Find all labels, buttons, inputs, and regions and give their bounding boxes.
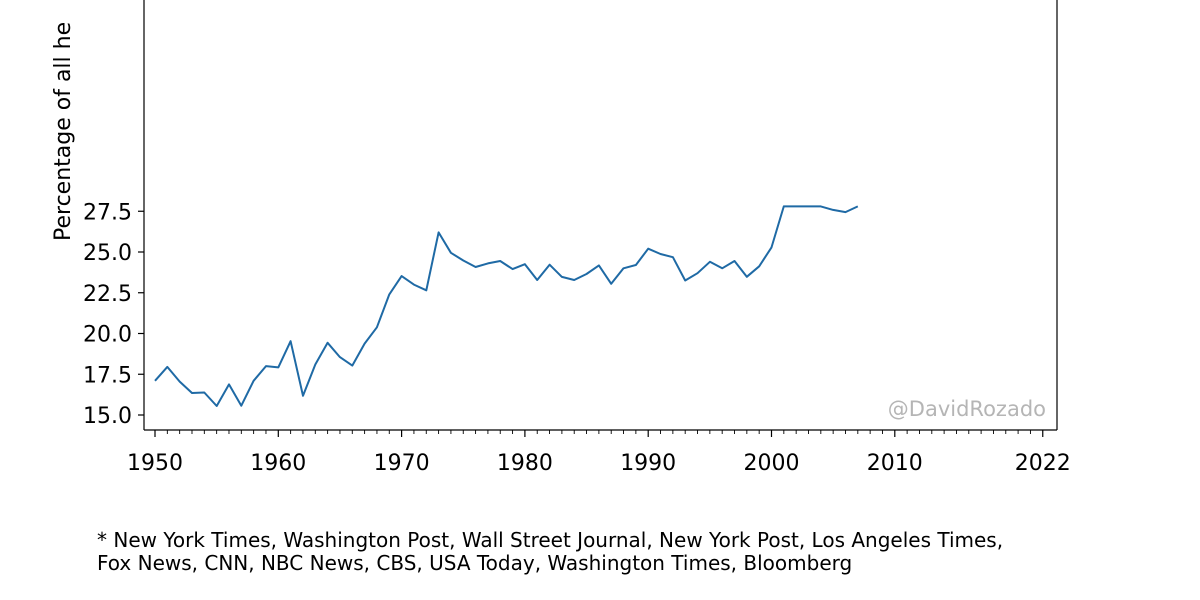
footnote: * New York Times, Washington Post, Wall … [97,529,1177,575]
y-tick-label: 20.0 [83,323,132,348]
x-tick-label: 2022 [1015,451,1071,476]
y-tick-label: 22.5 [83,282,132,307]
series-line [154,205,859,407]
x-tick-label: 1980 [497,451,553,476]
x-axis-ticks: 1950 1960 1970 1980 1990 2000 2010 2022 [127,430,1071,476]
axes [143,0,1058,431]
footnote-line-1: * New York Times, Washington Post, Wall … [97,528,1004,552]
x-tick-label: 1970 [374,451,430,476]
x-tick-label: 1990 [620,451,676,476]
x-tick-label: 2010 [867,451,923,476]
y-tick-label: 25.0 [83,241,132,266]
x-tick-label: 2000 [744,451,800,476]
watermark-label: @DavidRozado [888,397,1046,421]
footnote-line-2: Fox News, CNN, NBC News, CBS, USA Today,… [97,551,853,575]
x-tick-label: 1950 [127,451,183,476]
y-tick-label: 17.5 [83,363,132,388]
y-tick-label: 15.0 [83,404,132,429]
x-tick-label: 1960 [250,451,306,476]
y-axis-label: Percentage of all he [51,22,76,241]
y-tick-label: 27.5 [83,200,132,225]
y-axis-ticks: 15.0 17.5 20.0 22.5 25.0 27.5 [83,200,144,429]
